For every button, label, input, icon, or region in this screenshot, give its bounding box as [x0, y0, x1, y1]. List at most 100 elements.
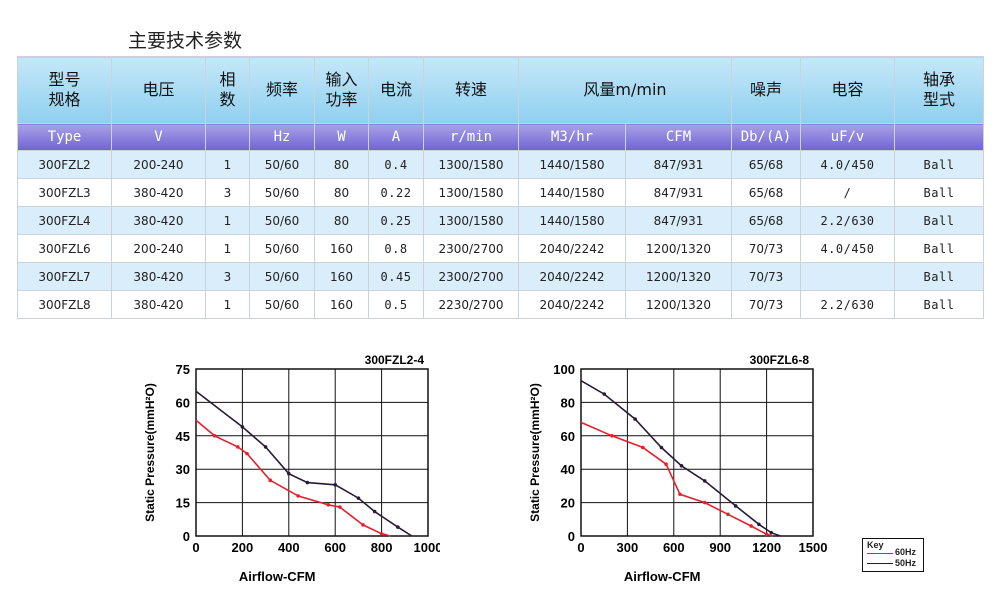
x-tick-label: 200	[232, 540, 254, 555]
table-cell: 50/60	[249, 262, 315, 291]
table-cell: 1	[205, 234, 250, 263]
table-cell: 70/73	[731, 234, 801, 263]
data-point	[333, 482, 337, 487]
chart-300fzl2-4: 0 200 400 600 800 1000 0 15 30 45 60 75 300FZL2-4 Air…	[143, 353, 440, 584]
table-cell: 70/73	[731, 262, 801, 291]
unit-cell: A	[368, 123, 424, 151]
table-cell: 80	[314, 150, 369, 179]
unit-cell: Db/(A)	[731, 123, 801, 151]
data-point	[296, 494, 300, 498]
table-cell: 4.0/450	[800, 234, 895, 263]
chart-title: 300FZL2-4	[365, 353, 425, 367]
chart-300fzl6-8: 0 300 600 900 1200 1500 0 20 40 60 80 100 300FZL6-8 A…	[528, 353, 827, 584]
data-point	[305, 480, 310, 485]
data-point	[664, 462, 668, 466]
x-tick-label: 300	[617, 540, 639, 555]
data-point	[326, 503, 331, 507]
data-point	[633, 417, 637, 421]
table-cell: 1200/1320	[625, 234, 732, 263]
table-cell: 1	[205, 290, 250, 319]
table-cell: 1300/1580	[423, 206, 519, 235]
table-cell: 0.4	[368, 150, 424, 179]
data-point	[235, 445, 240, 449]
y-tick-label: 40	[561, 462, 575, 477]
x-tick-label: 0	[577, 540, 584, 555]
table-cell: 300FZL3	[17, 178, 112, 207]
table-cell: 200-240	[111, 234, 206, 263]
data-point	[702, 500, 707, 505]
table-cell: 300FZL7	[17, 262, 112, 291]
table-cell: 2040/2242	[518, 234, 626, 263]
x-axis-label: Airflow-CFM	[239, 569, 316, 584]
x-tick-label: 0	[192, 540, 199, 555]
y-tick-label: 45	[176, 429, 190, 444]
header-cell: 转速	[423, 56, 519, 124]
data-point	[769, 530, 774, 535]
table-row: 300FZL8 380-420 1 50/60 160 0.5 2230/2700 2040/…	[17, 290, 984, 319]
data-point	[287, 471, 291, 476]
table-cell: 2300/2700	[423, 234, 519, 263]
table-cell: 2040/2242	[518, 290, 626, 319]
table-cell: Ball	[894, 290, 984, 319]
header-cell: 频率	[249, 56, 315, 124]
table-cell: 50/60	[249, 178, 315, 207]
table-cell: 1	[205, 206, 250, 235]
table-cell: 80	[314, 178, 369, 207]
header-cell: 型号 规格	[17, 56, 112, 124]
table-cell: 1440/1580	[518, 178, 626, 207]
table-cell: Ball	[894, 150, 984, 179]
series-line-60hz	[195, 419, 392, 537]
data-point	[702, 479, 707, 483]
legend-swatch-50hz	[867, 563, 893, 564]
table-cell: 65/68	[731, 150, 801, 179]
table-cell: 65/68	[731, 206, 801, 235]
table-cell: 2.2/630	[800, 290, 895, 319]
table-cell: 847/931	[625, 178, 732, 207]
table-cell: 1	[205, 150, 250, 179]
header-cell: 电压	[111, 56, 206, 124]
table-cell: 300FZL2	[17, 150, 112, 179]
table-cell: 160	[314, 290, 369, 319]
data-point	[764, 532, 769, 537]
table-cell: 2040/2242	[518, 262, 626, 291]
table-cell: Ball	[894, 178, 984, 207]
table-cell: 2230/2700	[423, 290, 519, 319]
table-cell: 50/60	[249, 150, 315, 179]
table-cell: 1200/1320	[625, 262, 732, 291]
table-cell: 300FZL4	[17, 206, 112, 235]
unit-cell: Hz	[249, 123, 315, 151]
unit-cell	[894, 123, 984, 151]
table-row: 300FZL7 380-420 3 50/60 160 0.45 2300/2700 2040…	[17, 262, 984, 291]
unit-cell: uF/v	[800, 123, 895, 151]
unit-cell	[205, 123, 250, 151]
table-cell: 1200/1320	[625, 290, 732, 319]
table-cell: /	[800, 178, 895, 207]
unit-cell: V	[111, 123, 206, 151]
data-point	[361, 523, 365, 527]
y-axis-label: Static Pressure(mmH²O)	[143, 383, 157, 522]
data-point	[338, 505, 342, 509]
data-point	[678, 492, 682, 497]
table-cell: 1440/1580	[518, 150, 626, 179]
table-cell: 380-420	[111, 206, 206, 235]
table-row: 300FZL2 200-240 1 50/60 80 0.4 1300/1580 1440/1…	[17, 150, 984, 179]
data-point	[610, 434, 614, 438]
table-row: 300FZL4 380-420 1 50/60 80 0.25 1300/1580 1440/…	[17, 206, 984, 235]
table-cell: 3	[205, 178, 250, 207]
y-tick-label: 20	[561, 496, 575, 511]
y-tick-label: 0	[183, 529, 190, 544]
y-tick-label: 60	[176, 395, 190, 410]
table-cell: 0.45	[368, 262, 424, 291]
table-cell: 70/73	[731, 290, 801, 319]
data-point	[268, 478, 273, 483]
header-cell: 电容	[800, 56, 895, 124]
y-tick-label: 30	[176, 462, 190, 477]
table-cell: 847/931	[625, 206, 732, 235]
header-cell: 噪声	[731, 56, 801, 124]
y-tick-label: 80	[561, 395, 575, 410]
table-cell: 0.8	[368, 234, 424, 263]
table-cell: 300FZL8	[17, 290, 112, 319]
unit-cell: CFM	[625, 123, 732, 151]
data-point	[372, 509, 377, 514]
x-axis-label: Airflow-CFM	[624, 569, 701, 584]
